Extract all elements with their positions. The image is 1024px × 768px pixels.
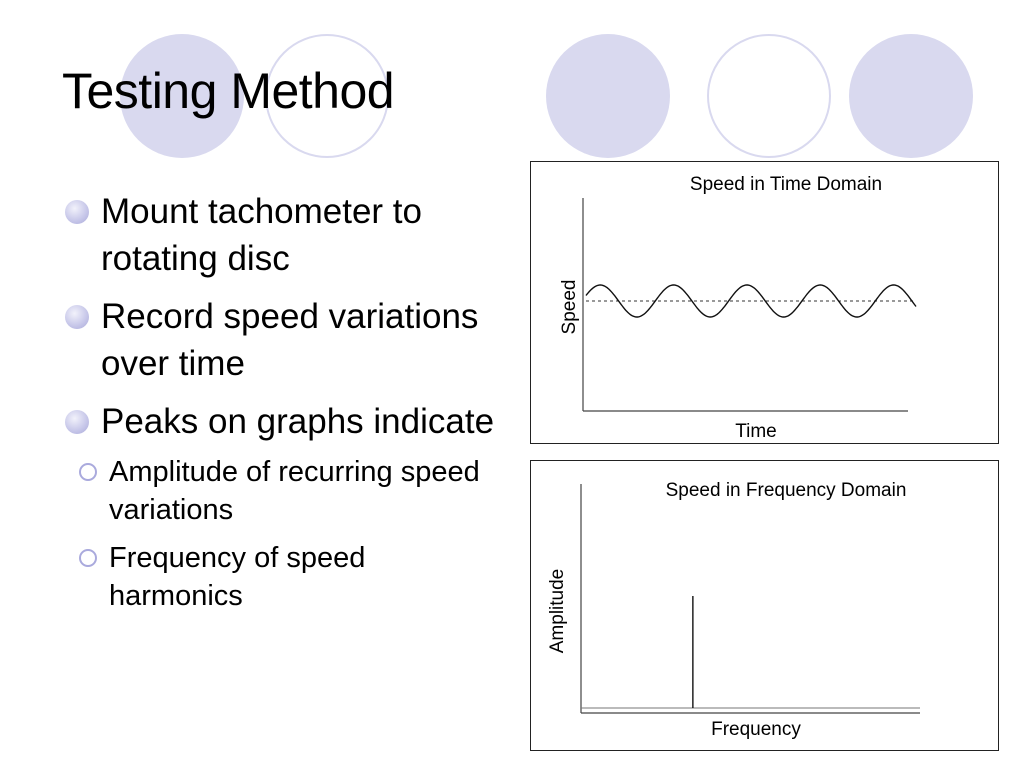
bullet-text: Mount tachometer to rotating disc (101, 192, 422, 278)
sub-bullet-ring-icon (79, 549, 97, 567)
decorative-circle (849, 34, 973, 158)
time-domain-chart: Speed in Time Domain Time Speed (530, 161, 999, 444)
bullet-item: Peaks on graphs indicate Amplitude of re… (62, 398, 502, 615)
slide-title: Testing Method (62, 63, 395, 119)
sub-bullet-text: Amplitude of recurring speed variations (109, 456, 480, 526)
y-axis-label: Speed (559, 280, 580, 335)
y-axis-label: Amplitude (547, 569, 568, 654)
decorative-circle (546, 34, 670, 158)
bullet-item: Record speed variations over time (62, 293, 502, 387)
sub-bullet-text: Frequency of speed harmonics (109, 542, 366, 612)
decorative-ring (707, 34, 831, 158)
sub-bullet-item: Amplitude of recurring speed variations (64, 453, 502, 529)
x-axis-label: Frequency (711, 719, 801, 740)
sub-bullet-item: Frequency of speed harmonics (64, 539, 502, 615)
sub-bullet-list: Amplitude of recurring speed variations … (79, 453, 502, 615)
frequency-domain-plot: Speed in Frequency Domain Frequency Ampl… (547, 480, 920, 740)
speed-waveform (585, 284, 917, 318)
bullet-text: Record speed variations over time (101, 297, 479, 383)
frequency-domain-chart: Speed in Frequency Domain Frequency Ampl… (530, 460, 999, 751)
bullet-list: Mount tachometer to rotating disc Record… (62, 188, 502, 626)
bullet-text: Peaks on graphs indicate (101, 402, 495, 441)
sub-bullet-ring-icon (79, 463, 97, 481)
bullet-dot-icon (65, 305, 89, 329)
chart-title: Speed in Frequency Domain (666, 480, 907, 501)
chart-title: Speed in Time Domain (690, 174, 882, 195)
decorative-circle (120, 34, 244, 158)
bullet-dot-icon (65, 410, 89, 434)
bullet-item: Mount tachometer to rotating disc (62, 188, 502, 282)
bullet-dot-icon (65, 200, 89, 224)
x-axis-label: Time (735, 421, 777, 442)
time-domain-plot: Speed in Time Domain Time Speed (559, 174, 917, 442)
decorative-ring (265, 34, 389, 158)
